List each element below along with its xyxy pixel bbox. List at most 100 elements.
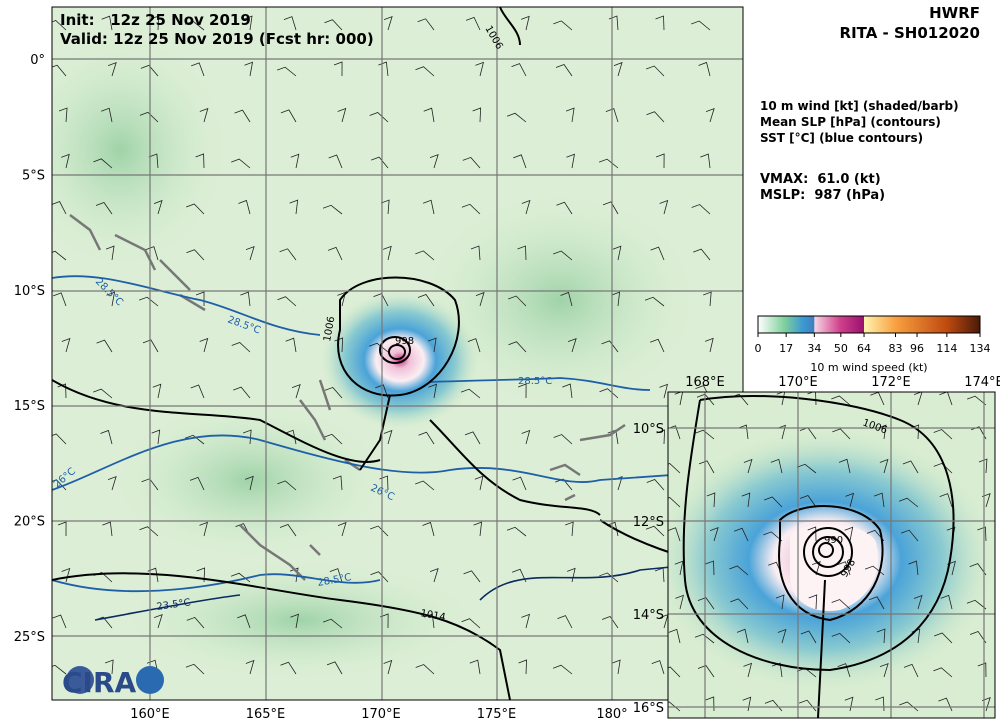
wind-barb (148, 153, 159, 169)
wind-barb (877, 424, 887, 440)
wind-barb (95, 202, 113, 215)
wind-barb (977, 526, 987, 542)
wind-barb (324, 19, 343, 31)
inset-lat-label: 10°S (633, 422, 664, 437)
wind-barb (913, 392, 923, 406)
wind-barb (553, 434, 573, 445)
lon-label: 165°E (246, 707, 286, 722)
wind-barb (556, 201, 573, 215)
wind-barb (105, 245, 115, 261)
inset-lon-label: 170°E (778, 375, 818, 390)
wind-barb (977, 662, 987, 678)
wind-barb (567, 337, 577, 353)
inset-lat-label: 16°S (633, 701, 664, 716)
wind-barb (326, 661, 343, 675)
colorbar-tick-label: 134 (970, 342, 991, 355)
wind-barb (518, 659, 527, 675)
wind-barb (831, 395, 851, 406)
wind-barb (370, 525, 389, 537)
wind-barb (140, 64, 159, 77)
storm-label: RITA - SH012020 (840, 24, 980, 42)
wind-barb (460, 388, 481, 399)
colorbar-tick-label: 83 (889, 342, 903, 355)
wind-barb (383, 659, 393, 675)
lat-label: 15°S (14, 399, 45, 414)
wind-barb (423, 107, 435, 123)
wind-barb (102, 521, 113, 537)
wind-barb (656, 429, 665, 445)
wind-barb (289, 567, 299, 583)
wind-barb (668, 628, 681, 644)
wind-barb (475, 61, 484, 77)
contour-label: 990 (824, 535, 843, 546)
wind-barb (100, 429, 113, 445)
wind-barb (61, 153, 70, 169)
wind-barb (429, 153, 439, 169)
wind-barb (521, 613, 531, 629)
wind-barb (57, 383, 67, 399)
wind-barb (370, 571, 389, 583)
wind-barb (668, 527, 681, 542)
wind-barb (242, 429, 252, 445)
wind-barb (733, 527, 749, 542)
wind-barb (646, 65, 665, 77)
wind-barb (598, 158, 619, 169)
contour-label: 28.5°C (518, 376, 552, 387)
wind-barb (646, 111, 665, 123)
wind-barb (705, 560, 715, 576)
wind-barb (555, 64, 573, 77)
wind-barb (521, 15, 530, 31)
wind-barb (776, 392, 786, 406)
wind-barb (53, 292, 67, 307)
wind-barb (152, 383, 162, 399)
wind-barb (186, 203, 205, 215)
wind-barb (698, 460, 715, 474)
wind-barb (709, 526, 719, 542)
wind-barb (560, 291, 573, 307)
wind-barb (189, 476, 205, 491)
wind-barb (565, 107, 575, 123)
colorbar-tick-label: 17 (779, 342, 793, 355)
contour-label: 998 (395, 336, 414, 347)
wind-barb (240, 291, 251, 307)
wind-barb (379, 613, 389, 629)
colorbar-tick-label: 0 (755, 342, 762, 355)
lat-label: 5°S (22, 168, 45, 183)
wind-barb (599, 388, 619, 399)
wind-barb (470, 245, 481, 261)
wind-barb (383, 429, 393, 445)
wind-barb (517, 383, 527, 399)
wind-barb (698, 61, 711, 77)
wind-barb (879, 458, 889, 474)
wind-barb (290, 153, 300, 169)
lon-label: 160°E (130, 707, 170, 722)
wind-barb (736, 628, 749, 644)
wind-barb (645, 525, 665, 537)
wind-barb (234, 109, 251, 123)
wind-barb (289, 199, 299, 215)
mslp-label: MSLP: 987 (hPa) (760, 188, 885, 203)
wind-barb (837, 561, 851, 576)
wind-barb (969, 630, 987, 644)
wind-barb (291, 383, 301, 399)
wind-barb (417, 294, 435, 307)
wind-barb (777, 628, 787, 644)
wind-barb (517, 245, 527, 261)
wind-barb (939, 493, 953, 508)
wind-barb (521, 429, 531, 445)
wind-barb (383, 245, 392, 261)
wind-barb (831, 632, 851, 644)
wind-barb (903, 663, 919, 678)
wind-barb (279, 248, 297, 261)
wind-barb (463, 570, 481, 583)
wind-barb (52, 614, 67, 629)
valid-label: Valid: 12z 25 Nov 2019 (Fcst hr: 000) (60, 30, 374, 48)
wind-barb (838, 458, 851, 474)
wind-barb (186, 616, 205, 629)
wind-barb (371, 156, 389, 169)
wind-barb (807, 526, 817, 542)
inset-lon-label: 168°E (685, 375, 725, 390)
wind-barb (705, 696, 715, 712)
wind-barb (601, 615, 619, 629)
